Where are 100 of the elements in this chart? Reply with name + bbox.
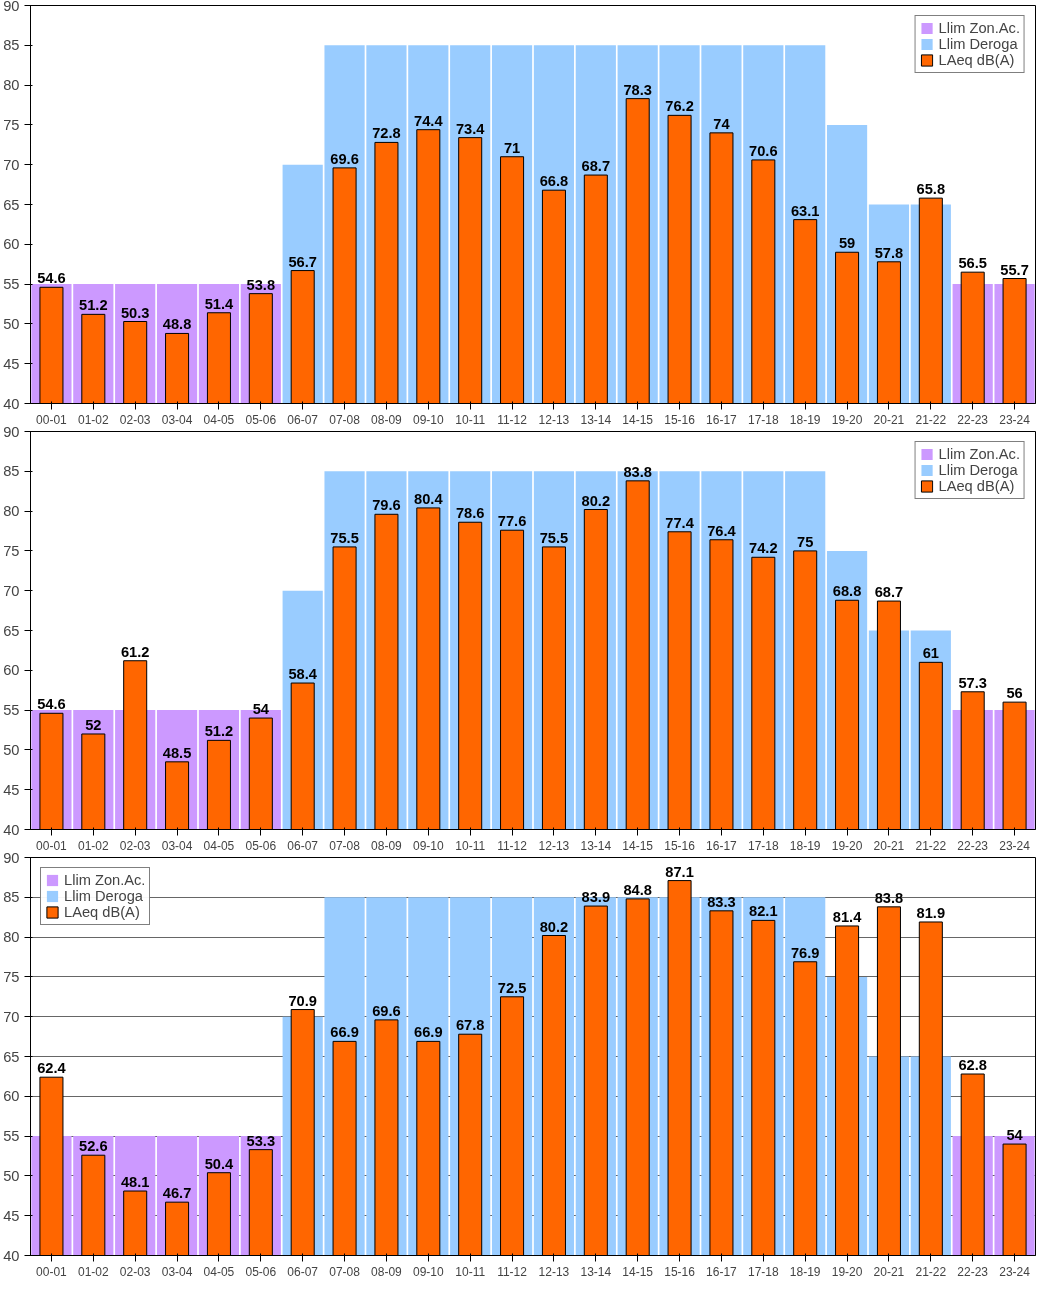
x-tick-label: 01-02: [77, 838, 109, 853]
y-tick-label: 75: [3, 542, 20, 559]
data-label: 71: [503, 139, 521, 156]
x-tick-label: 00-01: [36, 838, 68, 853]
data-label: 67.8: [455, 1017, 485, 1034]
data-label: 84.8: [623, 881, 652, 898]
x-tick-label: 06-07: [287, 1264, 319, 1279]
data-label: 78.3: [623, 81, 652, 98]
y-tick-label: 65: [3, 1048, 20, 1065]
x-tick-label: 15-16: [664, 838, 696, 853]
data-label: 74.2: [749, 540, 778, 557]
y-tick-label: 85: [3, 889, 20, 906]
x-tick-label: 12-13: [538, 838, 570, 853]
data-label: 59: [838, 235, 856, 252]
y-tick-label: 70: [3, 156, 20, 173]
y-tick-label: 60: [3, 662, 20, 679]
data-label: 46.7: [162, 1185, 192, 1202]
x-tick-label: 20-21: [873, 838, 905, 853]
x-tick-label: 19-20: [831, 1264, 863, 1279]
x-tick-label: 23-24: [999, 1264, 1031, 1279]
x-tick-label: 21-22: [915, 412, 947, 427]
y-tick-label: 80: [3, 77, 20, 94]
x-tick-label: 18-19: [789, 1264, 821, 1279]
data-label: 54: [252, 701, 270, 718]
data-label: 72.8: [372, 125, 401, 142]
data-label: 68.7: [874, 584, 904, 601]
data-label: 76.4: [707, 522, 737, 539]
x-tick-label: 10-11: [455, 838, 486, 853]
x-tick-label: 01-02: [77, 412, 109, 427]
x-tick-label: 00-01: [36, 412, 68, 427]
x-tick-label: 12-13: [538, 1264, 570, 1279]
y-tick-label: 85: [3, 463, 20, 480]
data-label: 65.8: [916, 181, 946, 198]
y-tick-label: 45: [3, 1207, 20, 1224]
data-label: 80.4: [414, 490, 444, 507]
data-label: 48.8: [162, 316, 192, 333]
x-tick-label: 03-04: [161, 838, 193, 853]
x-tick-label: 22-23: [957, 412, 989, 427]
y-tick-label: 45: [3, 355, 20, 372]
data-label: 48.5: [162, 744, 192, 761]
data-label: 83.3: [707, 893, 736, 910]
x-tick-label: 01-02: [77, 1264, 109, 1279]
y-tick-label: 50: [3, 741, 20, 758]
data-label: 53.3: [246, 1132, 276, 1149]
data-label: 76.2: [665, 98, 694, 115]
data-label: 75.5: [330, 529, 359, 546]
data-label: 54.6: [37, 696, 66, 713]
x-tick-label: 13-14: [580, 412, 612, 427]
data-label: 56.5: [958, 255, 987, 272]
x-tick-label: 15-16: [664, 1264, 696, 1279]
x-tick-label: 08-09: [371, 1264, 403, 1279]
data-label: 87.1: [665, 863, 694, 880]
legend-label: LAeq dB(A): [938, 478, 1015, 494]
y-tick-label: 40: [3, 395, 20, 412]
x-tick-label: 00-01: [36, 1264, 68, 1279]
y-tick-label: 55: [3, 1128, 20, 1145]
y-tick-label: 50: [3, 1167, 20, 1184]
x-tick-label: 19-20: [831, 838, 863, 853]
data-label: 62.8: [958, 1057, 987, 1074]
x-tick-label: 09-10: [412, 412, 444, 427]
data-label: 81.4: [832, 908, 863, 925]
y-tick-label: 80: [3, 503, 20, 520]
x-tick-label: 13-14: [580, 838, 612, 853]
data-label: 57.8: [874, 244, 904, 261]
data-label: 66.9: [330, 1024, 359, 1041]
data-label: 61.2: [120, 643, 150, 660]
data-label: 51.4: [204, 295, 235, 312]
x-tick-label: 04-05: [203, 838, 235, 853]
data-label: 50.3: [120, 304, 150, 321]
x-tick-label: 16-17: [706, 838, 738, 853]
y-tick-label: 70: [3, 1008, 20, 1025]
y-tick-label: 55: [3, 702, 20, 719]
x-tick-label: 02-03: [119, 412, 151, 427]
x-tick-label: 07-08: [329, 1264, 361, 1279]
x-tick-label: 03-04: [161, 1264, 193, 1279]
data-label: 66.9: [414, 1024, 443, 1041]
data-label: 68.8: [832, 583, 862, 600]
data-label: 54: [1006, 1127, 1024, 1144]
y-tick-label: 65: [3, 196, 20, 213]
data-label: 75: [797, 533, 814, 550]
data-label: 80.2: [581, 492, 611, 509]
x-tick-label: 12-13: [538, 412, 570, 427]
x-tick-label: 05-06: [245, 412, 277, 427]
x-tick-label: 05-06: [245, 1264, 277, 1279]
x-tick-label: 10-11: [455, 412, 486, 427]
data-label: 63.1: [790, 202, 820, 219]
x-tick-label: 13-14: [580, 1264, 612, 1279]
data-label: 80.2: [539, 918, 569, 935]
x-tick-label: 21-22: [915, 1264, 947, 1279]
data-label: 61: [922, 645, 939, 662]
x-tick-label: 10-11: [455, 1264, 486, 1279]
data-label: 79.6: [372, 497, 401, 514]
x-tick-label: 22-23: [957, 1264, 989, 1279]
data-label: 52.6: [79, 1138, 108, 1155]
data-label: 51.2: [79, 297, 108, 314]
x-tick-label: 17-18: [747, 1264, 779, 1279]
x-tick-label: 08-09: [371, 838, 403, 853]
x-tick-label: 23-24: [999, 412, 1031, 427]
legend-label: Llim Zon.Ac.: [938, 20, 1020, 36]
x-tick-label: 09-10: [412, 838, 444, 853]
